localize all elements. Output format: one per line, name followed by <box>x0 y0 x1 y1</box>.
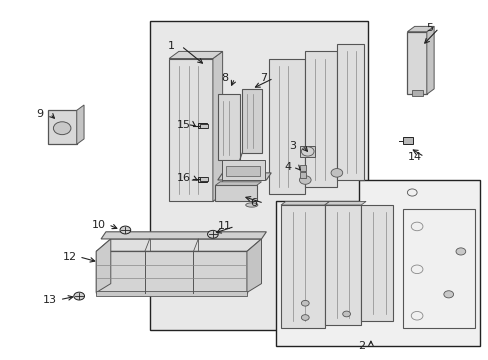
Polygon shape <box>268 59 305 194</box>
Polygon shape <box>212 51 222 202</box>
Text: 12: 12 <box>62 252 76 262</box>
Polygon shape <box>215 182 261 185</box>
Polygon shape <box>324 205 361 325</box>
Polygon shape <box>402 208 474 328</box>
Circle shape <box>330 168 342 177</box>
Polygon shape <box>47 111 77 144</box>
Bar <box>198 177 206 182</box>
Circle shape <box>120 226 130 234</box>
Text: 16: 16 <box>176 173 190 183</box>
Polygon shape <box>300 146 314 157</box>
Polygon shape <box>217 173 271 180</box>
Polygon shape <box>96 292 246 296</box>
Text: 5: 5 <box>425 23 432 33</box>
Circle shape <box>301 147 313 156</box>
Polygon shape <box>96 251 246 293</box>
Circle shape <box>443 291 453 298</box>
Polygon shape <box>246 239 261 293</box>
Text: 11: 11 <box>218 221 232 231</box>
Polygon shape <box>407 32 426 94</box>
Circle shape <box>301 300 308 306</box>
Bar <box>198 123 206 128</box>
Text: 8: 8 <box>221 73 228 83</box>
Circle shape <box>299 176 310 184</box>
Polygon shape <box>242 89 261 153</box>
Polygon shape <box>281 202 329 205</box>
Ellipse shape <box>245 203 257 207</box>
Polygon shape <box>361 205 392 321</box>
Bar <box>300 165 305 171</box>
Text: 1: 1 <box>168 41 175 51</box>
Polygon shape <box>324 202 366 205</box>
Polygon shape <box>276 180 479 346</box>
Circle shape <box>342 311 350 317</box>
Circle shape <box>207 230 218 238</box>
Bar <box>200 177 207 181</box>
Polygon shape <box>217 94 239 160</box>
Bar <box>200 124 207 128</box>
Bar <box>300 172 305 178</box>
Polygon shape <box>281 205 324 328</box>
Text: 15: 15 <box>176 120 190 130</box>
Bar <box>225 166 260 176</box>
Polygon shape <box>149 21 368 330</box>
Polygon shape <box>426 26 433 94</box>
Circle shape <box>301 315 308 320</box>
Circle shape <box>53 122 71 135</box>
Circle shape <box>74 292 84 300</box>
Text: 14: 14 <box>407 152 421 162</box>
Text: 9: 9 <box>37 109 44 119</box>
Polygon shape <box>305 51 336 187</box>
Polygon shape <box>169 59 212 202</box>
Text: 3: 3 <box>289 141 296 151</box>
Circle shape <box>455 248 465 255</box>
Polygon shape <box>101 232 266 239</box>
Polygon shape <box>77 105 84 144</box>
Text: 7: 7 <box>260 73 267 83</box>
Polygon shape <box>96 239 111 293</box>
Text: 10: 10 <box>91 220 105 230</box>
Text: 2: 2 <box>357 341 364 351</box>
Polygon shape <box>221 160 265 180</box>
Text: 6: 6 <box>250 198 257 208</box>
Bar <box>411 90 422 96</box>
Polygon shape <box>96 239 261 251</box>
Bar <box>402 137 412 144</box>
Text: 4: 4 <box>284 162 291 172</box>
Polygon shape <box>407 26 433 32</box>
Polygon shape <box>215 185 256 202</box>
Polygon shape <box>336 44 363 180</box>
Text: 13: 13 <box>43 295 57 305</box>
Polygon shape <box>169 51 222 59</box>
